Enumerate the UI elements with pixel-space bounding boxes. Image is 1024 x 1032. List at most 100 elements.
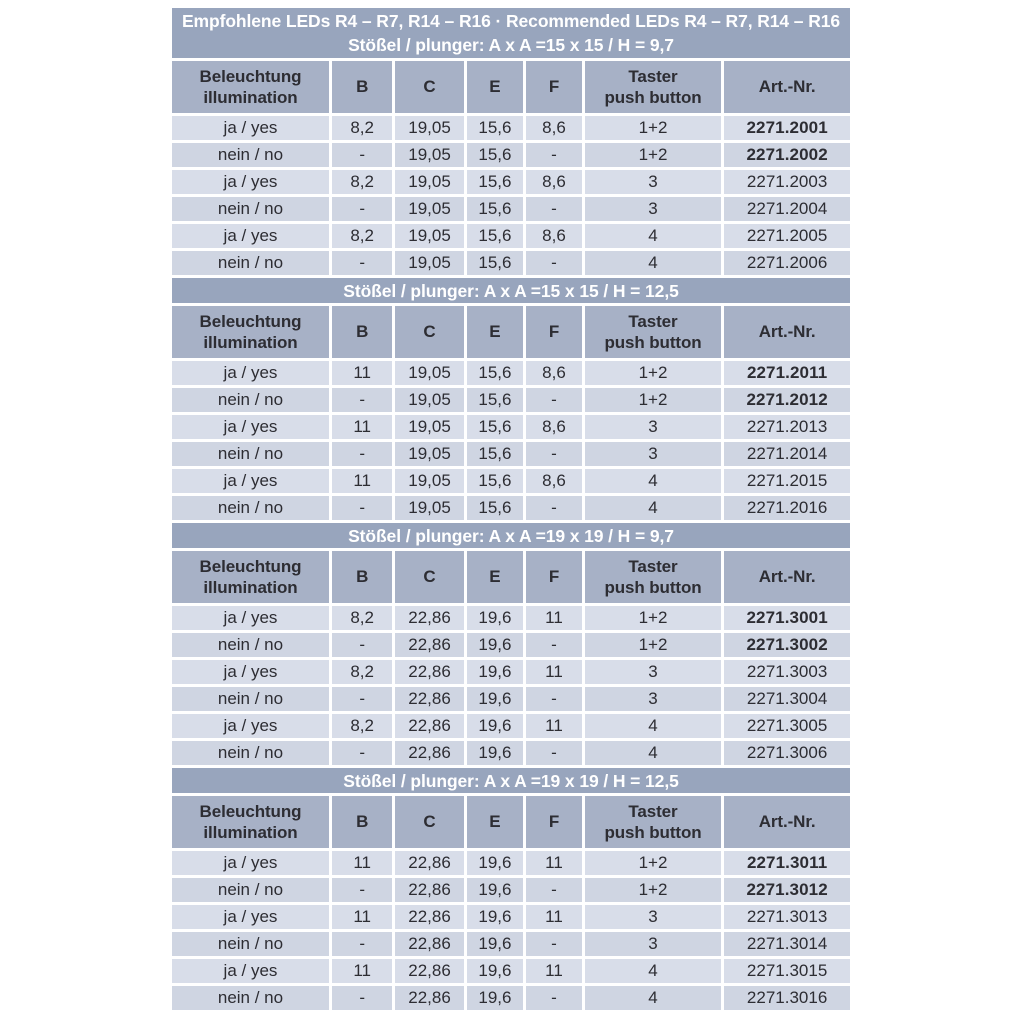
table-row: nein / no -22,86 19,6-3 2271.3014 [172, 932, 850, 956]
column-header-illumination: Beleuchtung illumination [172, 61, 329, 113]
cell-art-nr: 2271.3006 [724, 741, 850, 765]
cell-e: 19,6 [466, 878, 524, 902]
table-row: ja / yes 11 19,05 15,6 8,6 3 2271.2013 [172, 415, 850, 439]
cell-e: 19,6 [466, 687, 524, 711]
cell-f: - [526, 197, 582, 221]
cell-push-button: 3 [584, 415, 722, 439]
column-header-e: E [466, 306, 524, 358]
column-header-e: E [466, 551, 524, 603]
column-header-push-button: Taster push button [584, 306, 722, 358]
cell-b: 11 [331, 415, 393, 439]
cell-c: 19,05 [395, 496, 464, 520]
cell-f: - [526, 986, 582, 1010]
cell-f: 11 [526, 714, 582, 738]
cell-c: 19,05 [395, 388, 464, 412]
column-header-row: Beleuchtung illumination B C E F Taster push … [172, 306, 850, 358]
column-header-e: E [466, 796, 524, 848]
section-subtitle-4: Stößel / plunger: A x A =19 x 19 / H = 1… [172, 768, 850, 793]
cell-e: 19,6 [466, 959, 524, 983]
section-subtitle-2: Stößel / plunger: A x A =15 x 15 / H = 1… [172, 278, 850, 303]
cell-c: 22,86 [395, 932, 464, 956]
cell-illumination: ja / yes [172, 415, 329, 439]
cell-art-nr: 2271.3012 [724, 878, 850, 902]
table-row: ja / yes 11 22,86 19,6 11 3 2271.3013 [172, 905, 850, 929]
column-header-art-nr: Art.-Nr. [724, 306, 850, 358]
cell-push-button: 3 [584, 170, 722, 194]
cell-illumination: ja / yes [172, 361, 329, 385]
cell-push-button: 3 [584, 442, 722, 466]
cell-push-button: 4 [584, 741, 722, 765]
cell-c: 22,86 [395, 660, 464, 684]
cell-art-nr: 2271.3002 [724, 633, 850, 657]
cell-b: - [331, 741, 393, 765]
cell-push-button: 4 [584, 496, 722, 520]
cell-c: 22,86 [395, 741, 464, 765]
cell-illumination: ja / yes [172, 116, 329, 140]
cell-c: 22,86 [395, 851, 464, 875]
cell-illumination: nein / no [172, 741, 329, 765]
cell-illumination: nein / no [172, 251, 329, 275]
cell-b: 8,2 [331, 660, 393, 684]
cell-c: 22,86 [395, 986, 464, 1010]
cell-b: - [331, 932, 393, 956]
cell-c: 22,86 [395, 905, 464, 929]
cell-e: 19,6 [466, 851, 524, 875]
cell-b: - [331, 143, 393, 167]
cell-e: 19,6 [466, 633, 524, 657]
cell-f: 11 [526, 851, 582, 875]
column-header-b: B [331, 796, 393, 848]
cell-push-button: 4 [584, 959, 722, 983]
cell-push-button: 1+2 [584, 361, 722, 385]
column-header-row: Beleuchtung illumination B C E F Taster push … [172, 796, 850, 848]
cell-art-nr: 2271.3011 [724, 851, 850, 875]
cell-e: 15,6 [466, 361, 524, 385]
cell-f: - [526, 878, 582, 902]
cell-b: 11 [331, 905, 393, 929]
cell-f: - [526, 496, 582, 520]
cell-e: 15,6 [466, 170, 524, 194]
column-header-f: F [526, 61, 582, 113]
table-row: nein / no -19,05 15,6-3 2271.2004 [172, 197, 850, 221]
table-row: ja / yes 11 22,86 19,6 11 1+2 2271.3011 [172, 851, 850, 875]
table-row: nein / no -19,05 15,6-3 2271.2014 [172, 442, 850, 466]
cell-illumination: nein / no [172, 687, 329, 711]
cell-push-button: 1+2 [584, 606, 722, 630]
cell-f: 11 [526, 959, 582, 983]
column-header-row: Beleuchtung illumination B C E F Taster push … [172, 551, 850, 603]
cell-art-nr: 2271.2005 [724, 224, 850, 248]
column-header-art-nr: Art.-Nr. [724, 61, 850, 113]
cell-push-button: 4 [584, 986, 722, 1010]
cell-b: 11 [331, 959, 393, 983]
column-header-push-button: Taster push button [584, 61, 722, 113]
cell-art-nr: 2271.2012 [724, 388, 850, 412]
cell-b: 11 [331, 361, 393, 385]
cell-c: 19,05 [395, 224, 464, 248]
cell-e: 15,6 [466, 143, 524, 167]
cell-push-button: 3 [584, 905, 722, 929]
cell-push-button: 1+2 [584, 878, 722, 902]
cell-c: 22,86 [395, 714, 464, 738]
cell-e: 19,6 [466, 660, 524, 684]
table-row: ja / yes 11 22,86 19,6 11 4 2271.3015 [172, 959, 850, 983]
cell-f: 11 [526, 905, 582, 929]
table-title: Empfohlene LEDs R4 – R7, R14 – R16 · Rec… [181, 11, 841, 31]
table-row: ja / yes 11 19,05 15,6 8,6 4 2271.2015 [172, 469, 850, 493]
column-header-c: C [395, 551, 464, 603]
cell-art-nr: 2271.3004 [724, 687, 850, 711]
cell-e: 19,6 [466, 606, 524, 630]
cell-e: 15,6 [466, 116, 524, 140]
section-subtitle-3: Stößel / plunger: A x A =19 x 19 / H = 9… [172, 523, 850, 548]
column-header-b: B [331, 306, 393, 358]
cell-b: 8,2 [331, 714, 393, 738]
cell-e: 15,6 [466, 388, 524, 412]
cell-c: 22,86 [395, 959, 464, 983]
cell-c: 19,05 [395, 469, 464, 493]
cell-art-nr: 2271.2003 [724, 170, 850, 194]
cell-art-nr: 2271.2013 [724, 415, 850, 439]
table-row: ja / yes 8,2 19,05 15,6 8,6 1+2 2271.2001 [172, 116, 850, 140]
cell-b: 8,2 [331, 116, 393, 140]
cell-c: 19,05 [395, 251, 464, 275]
cell-illumination: nein / no [172, 388, 329, 412]
cell-illumination: nein / no [172, 986, 329, 1010]
cell-illumination: nein / no [172, 878, 329, 902]
